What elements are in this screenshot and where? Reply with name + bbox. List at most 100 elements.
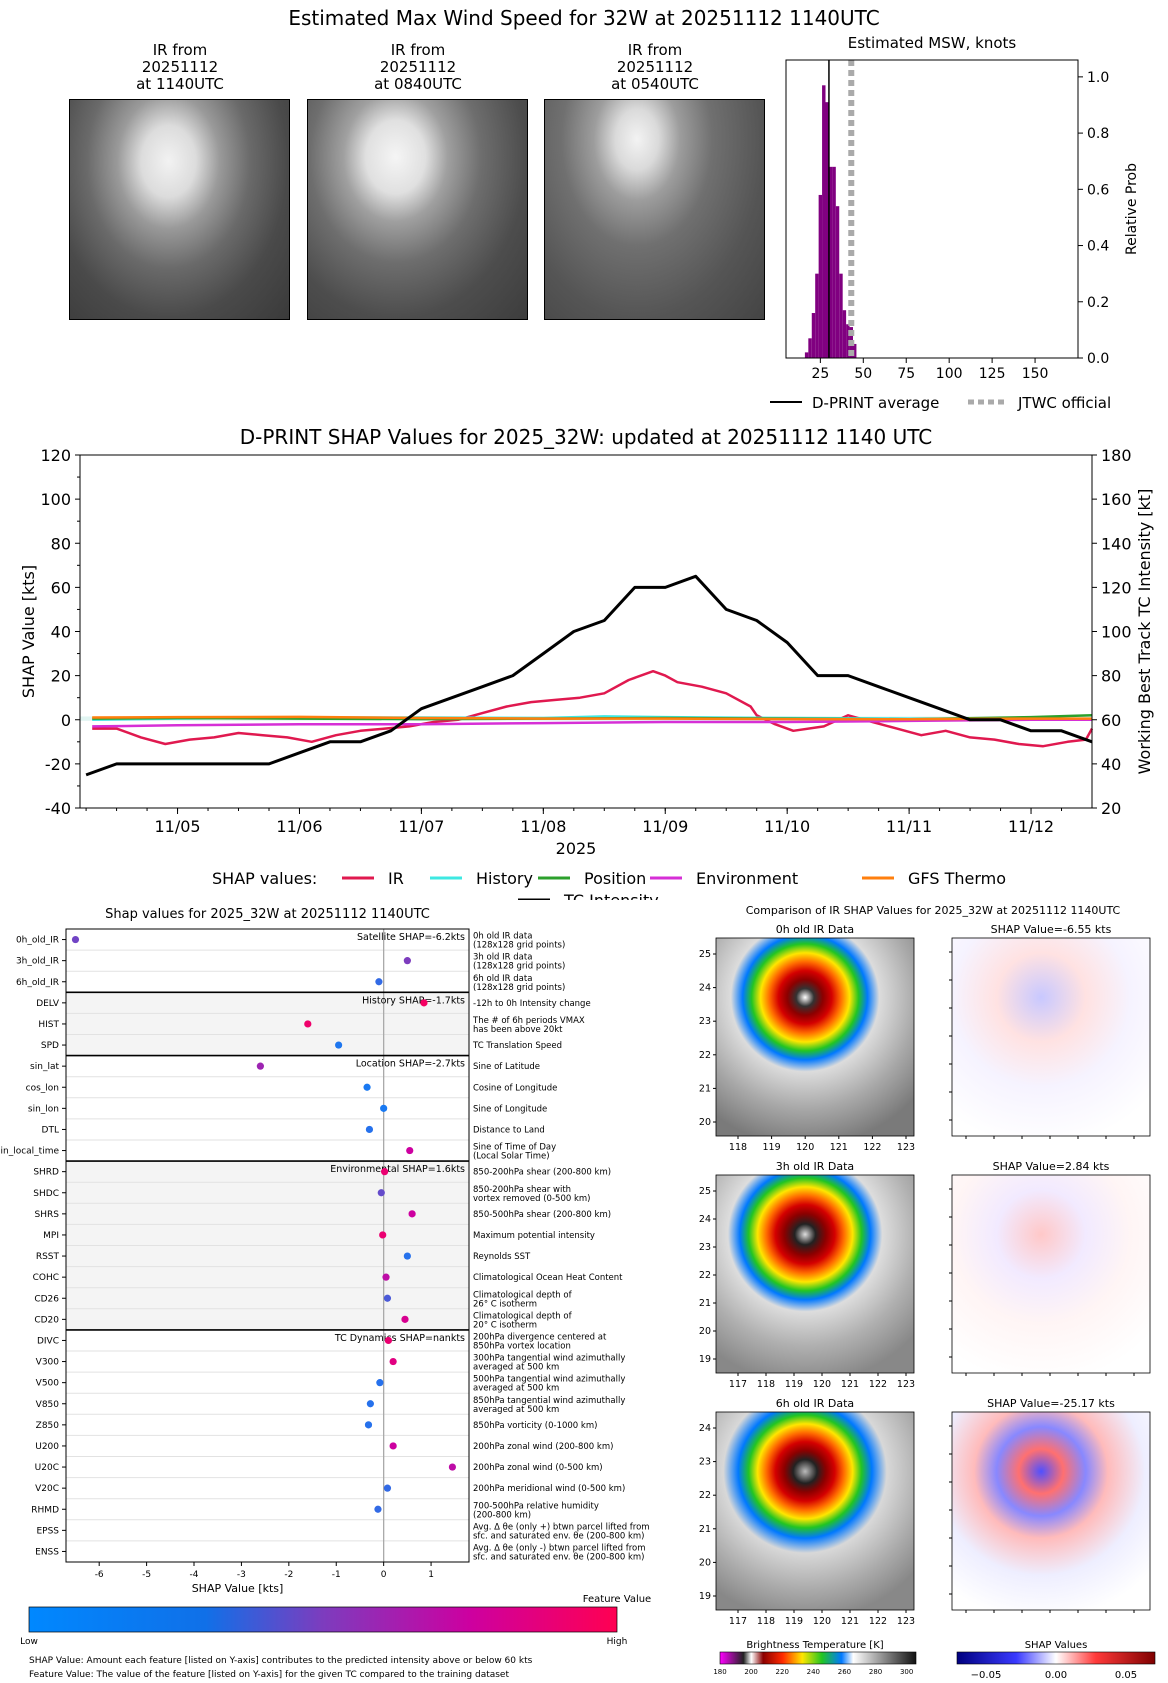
- feature-desc-SPD: TC Translation Speed: [472, 1041, 562, 1051]
- shap-tick-0: −0.05: [971, 1670, 1002, 1681]
- feature-name-sin_lon: sin_lon: [28, 1104, 59, 1114]
- feature-point-V20C: [383, 1484, 392, 1492]
- feature-name-EPSS: EPSS: [36, 1526, 59, 1536]
- ir-row-left-title-2: 6h old IR Data: [776, 1397, 854, 1410]
- ir-ytick-1-1: 24: [699, 1214, 711, 1225]
- footnote-1: SHAP Value: Amount each feature [listed …: [29, 1656, 533, 1666]
- group-label-2: Location SHAP=-2.7kts: [356, 1059, 465, 1070]
- ir-xtick-1-2: 119: [785, 1379, 803, 1390]
- feature-point-HIST: [304, 1020, 312, 1028]
- hist-xtick-label-2: 75: [897, 366, 915, 382]
- ts-ytick-label-4: 40: [51, 623, 71, 642]
- ir-ytick-0-4: 21: [699, 1083, 711, 1094]
- ir-ytick-2-0: 24: [699, 1423, 711, 1434]
- hist-bar-3: [815, 273, 819, 358]
- feature-desc2-CD20: 20° C isotherm: [473, 1320, 537, 1330]
- bt-tick-2: 220: [776, 1668, 789, 1676]
- feature-name-RSST: RSST: [36, 1252, 60, 1262]
- bt-tick-5: 280: [869, 1668, 882, 1676]
- feature-point-sin_local_time: [406, 1146, 414, 1155]
- feature-desc2-0h_old_IR: (128x128 grid points): [473, 941, 565, 951]
- ir-xtick-1-3: 120: [813, 1379, 831, 1390]
- feature-desc2-SHDC: vortex removed (0-500 km): [473, 1194, 590, 1204]
- feature-desc-COHC: Climatological Ocean Heat Content: [473, 1273, 623, 1283]
- fv-colorbar-label: Feature Value: [583, 1594, 651, 1605]
- hist-bar-7: [828, 166, 833, 358]
- feature-desc-3h_old_IR: 3h old IR data: [473, 953, 532, 963]
- ir-panel-3-line1: IR from: [627, 41, 683, 59]
- ir-xtick-1-0: 117: [729, 1379, 747, 1390]
- feature-point-V500: [376, 1379, 384, 1387]
- ts-ytick-label-6: 80: [51, 534, 71, 553]
- feature-point-0h_old_IR: [71, 935, 80, 944]
- legend-jtwc-label: JTWC official: [1017, 394, 1111, 412]
- feature-name-6h_old_IR: 6h_old_IR: [16, 978, 59, 988]
- feature-name-cos_lon: cos_lon: [26, 1083, 59, 1093]
- feat-xtick-label-4: -2: [284, 1570, 293, 1580]
- ir-ytick-2-4: 20: [699, 1557, 711, 1568]
- ir-ytick-1-3: 22: [699, 1270, 711, 1281]
- hist-bar-5: [822, 85, 826, 359]
- feature-desc-RHMD: 700-500hPa relative humidity: [473, 1501, 599, 1511]
- feature-desc-6h_old_IR: 6h old IR data: [473, 974, 532, 984]
- hist-bar-1: [808, 338, 812, 358]
- ir-panel-1-line1: IR from: [152, 41, 208, 59]
- feature-name-RHMD: RHMD: [31, 1505, 59, 1515]
- shap-map-2: [951, 1411, 1151, 1611]
- bt-colorbar: [719, 1651, 917, 1665]
- ts-y2tick-label-2: 60: [1101, 711, 1121, 730]
- feature-name-Z850: Z850: [36, 1421, 60, 1431]
- feature-desc-V500: 500hPa tangential wind azimuthally: [473, 1375, 625, 1385]
- ir-ytick-0-3: 22: [699, 1050, 711, 1061]
- ts-y2tick-label-6: 140: [1101, 534, 1132, 553]
- feature-point-U200: [389, 1442, 397, 1450]
- ir-row-left-title-0: 0h old IR Data: [776, 923, 854, 936]
- feature-point-cos_lon: [363, 1083, 371, 1091]
- feature-desc2-HIST: has been above 20kt: [473, 1025, 563, 1035]
- feature-desc-SHRD: 850-200hPa shear (200-800 km): [473, 1168, 611, 1178]
- feature-name-CD20: CD20: [34, 1315, 59, 1325]
- shap-timeseries-chart: D-PRINT SHAP Values for 2025_32W: update…: [19, 425, 1154, 900]
- ts-y2tick-label-3: 80: [1101, 667, 1121, 686]
- ir-xtick-2-3: 120: [813, 1616, 831, 1627]
- hist-bar-2: [811, 313, 816, 358]
- ir-panel-2-line1: IR from: [390, 41, 446, 59]
- ir-row-left-title-1: 3h old IR Data: [776, 1160, 854, 1173]
- legend-title: SHAP values:: [212, 869, 317, 888]
- feature-name-ENSS: ENSS: [35, 1547, 59, 1557]
- feature-point-CD26: [383, 1294, 392, 1302]
- feature-point-DTL: [365, 1125, 374, 1134]
- feature-desc-Z850: 850hPa vorticity (0-1000 km): [473, 1421, 597, 1431]
- ir-image-0540: [544, 99, 765, 320]
- ir-row-right-title-0: SHAP Value=-6.55 kts: [991, 923, 1112, 936]
- bt-tick-0: 180: [713, 1668, 726, 1676]
- feature-desc-ENSS: Avg. Δ θe (only -) btwn parcel lifted fr…: [473, 1543, 646, 1553]
- ir-image-0840: [307, 99, 528, 320]
- feature-desc-SHDC: 850-200hPa shear with: [473, 1185, 571, 1195]
- hist-ytick-label-1: 0.2: [1087, 295, 1109, 311]
- ir-xtick-0-5: 123: [897, 1142, 915, 1153]
- legend-label-environment: Environment: [696, 869, 798, 888]
- feature-name-U20C: U20C: [35, 1463, 59, 1473]
- ir-panel-1-line2: 20251112: [141, 58, 219, 76]
- feature-name-SPD: SPD: [41, 1041, 59, 1051]
- hist-bar-8: [832, 166, 836, 358]
- legend-label-position: Position: [584, 869, 646, 888]
- feature-name-V500: V500: [36, 1379, 60, 1389]
- feature-point-DIVC: [384, 1336, 392, 1345]
- feature-name-SHDC: SHDC: [33, 1189, 59, 1199]
- hist-bar-0: [804, 352, 809, 358]
- feature-desc-MPI: Maximum potential intensity: [473, 1231, 595, 1241]
- feature-desc2-CD26: 26° C isotherm: [473, 1299, 537, 1309]
- feature-desc-SHRS: 850-500hPa shear (200-800 km): [473, 1210, 611, 1220]
- fv-colorbar-low: Low: [20, 1637, 38, 1647]
- ir-xtick-2-2: 119: [785, 1616, 803, 1627]
- hist-bar-4: [818, 194, 823, 358]
- feature-desc2-V300: averaged at 500 km: [473, 1363, 559, 1373]
- ts-xtick-label-4: 11/09: [642, 817, 688, 836]
- feature-desc-DIVC: 200hPa divergence centered at: [473, 1332, 607, 1342]
- feature-point-SHRS: [408, 1210, 416, 1218]
- group-label-1: History SHAP=-1.7kts: [362, 995, 465, 1006]
- feature-point-MPI: [379, 1231, 387, 1239]
- feature-name-MPI: MPI: [43, 1231, 59, 1241]
